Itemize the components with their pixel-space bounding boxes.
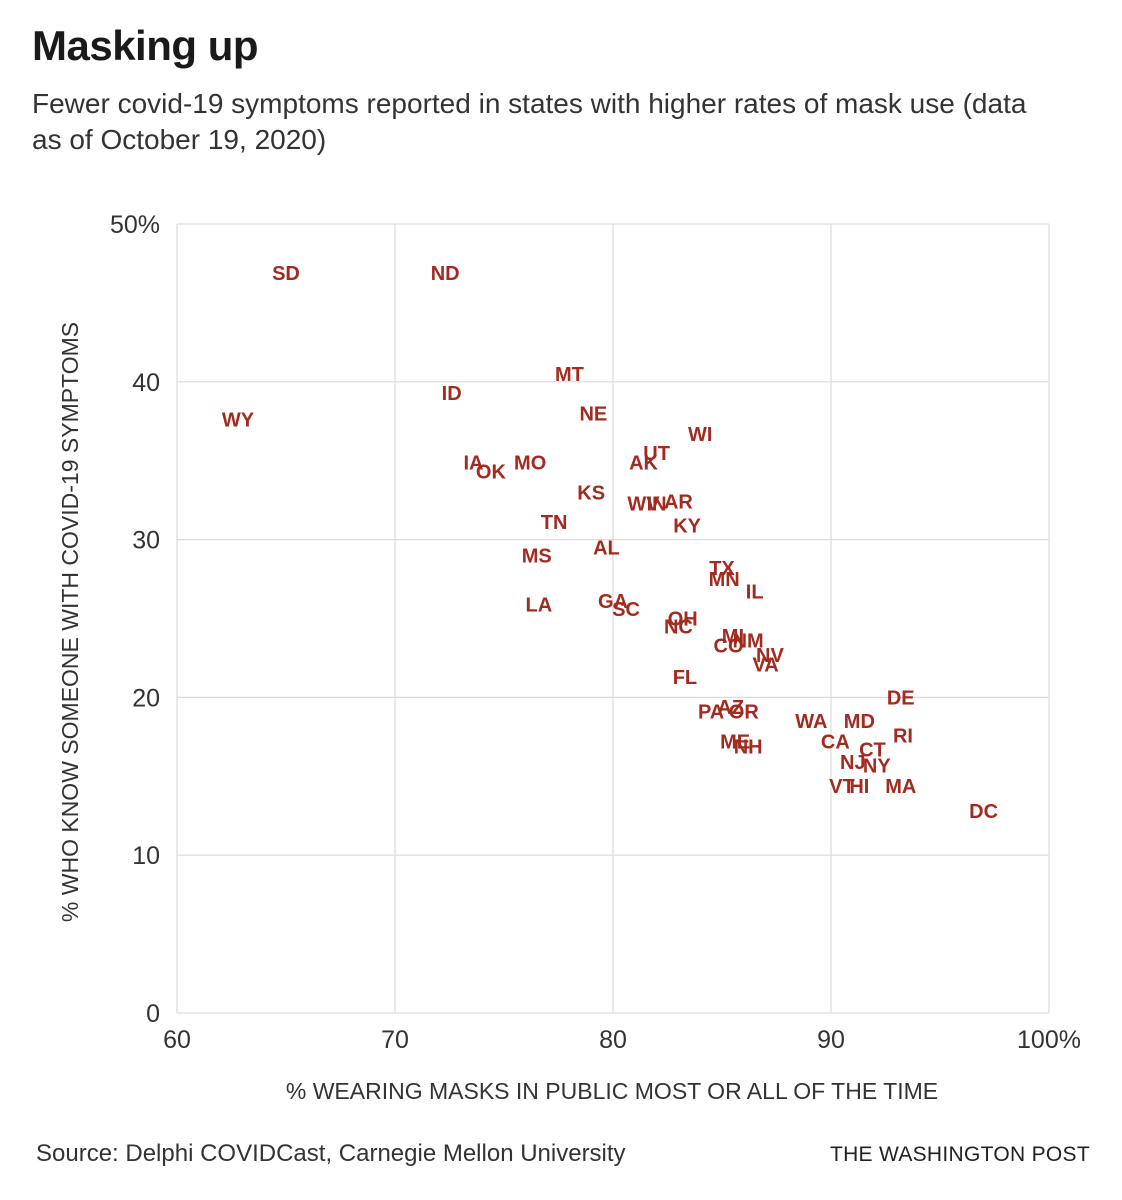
state-point-mt: MT [555,364,584,386]
state-point-in: IN [647,493,667,515]
state-point-ks: KS [577,482,605,504]
state-point-ny: NY [863,755,891,777]
state-point-de: DE [887,687,915,709]
state-point-la: LA [526,594,553,616]
state-point-fl: FL [673,667,697,689]
state-point-nm: NM [733,631,764,653]
state-point-or: OR [729,702,760,724]
state-point-md: MD [844,711,875,733]
state-point-mo: MO [514,452,546,474]
publisher-credit: THE WASHINGTON POST [829,1143,1090,1166]
y-tick-label: 40 [132,369,160,397]
state-point-ca: CA [821,732,850,754]
x-tick-label: 100% [1017,1026,1081,1054]
state-point-ms: MS [522,545,552,567]
state-point-nh: NH [734,736,763,758]
state-point-va: VA [752,654,778,676]
source-note: Source: Delphi COVIDCast, Carnegie Mello… [36,1140,626,1167]
y-tick-label: 20 [132,684,160,712]
y-axis-label: % WHO KNOW SOMEONE WITH COVID-19 SYMPTOM… [57,322,83,922]
y-tick-label: 10 [132,842,160,870]
state-point-al: AL [593,537,620,559]
state-point-wi: WI [688,424,712,446]
state-point-nj: NJ [840,752,866,774]
state-point-vt: VT [829,776,855,798]
grid-layer [176,223,1050,1014]
tick-labels: 60 70 80 90 100% 0 10 20 30 40 50% [110,211,1081,1054]
state-point-ri: RI [893,725,913,747]
x-tick-label: 90 [817,1026,845,1054]
state-point-tx: TX [709,558,735,580]
state-point-nv: NV [756,645,784,667]
state-point-ga: GA [598,591,628,613]
state-point-ut: UT [643,443,670,465]
chart-title: Masking up [32,22,259,69]
state-point-oh: OH [668,609,698,631]
state-point-ma: MA [885,776,916,798]
x-tick-label: 80 [599,1026,627,1054]
state-point-wa: WA [795,711,827,733]
state-point-nc: NC [664,616,693,638]
state-point-mi: MI [722,626,744,648]
state-point-co: CO [714,635,744,657]
y-tick-label: 50% [110,211,160,239]
state-point-nd: ND [431,263,460,285]
state-point-tn: TN [541,512,568,534]
state-point-az: AZ [717,697,744,719]
state-point-ia: IA [463,452,483,474]
state-point-pa: PA [698,702,724,724]
y-tick-label: 30 [132,527,160,555]
y-tick-label: 0 [146,1000,160,1028]
state-point-wv: WV [627,493,660,515]
state-point-id: ID [442,383,462,405]
x-tick-label: 60 [163,1026,191,1054]
x-tick-label: 70 [381,1026,409,1054]
state-point-ky: KY [673,515,701,537]
state-point-mn: MN [709,569,740,591]
state-point-hi: HI [849,776,869,798]
state-point-ak: AK [629,452,658,474]
state-point-il: IL [746,582,764,604]
state-point-sc: SC [612,599,640,621]
state-point-wy: WY [222,410,255,432]
state-point-sd: SD [272,263,300,285]
x-axis-label: % WEARING MASKS IN PUBLIC MOST OR ALL OF… [286,1078,938,1104]
state-point-ne: NE [579,403,607,425]
state-point-dc: DC [969,801,998,823]
state-point-me: ME [720,732,750,754]
state-point-ok: OK [476,462,507,484]
state-point-ct: CT [859,739,886,761]
state-point-ar: AR [664,492,693,514]
scatter-chart: 60 70 80 90 100% 0 10 20 30 40 50% % WEARING MASKS… [57,211,1081,1104]
chart-subtitle: Fewer covid-19 symptoms reported in stat… [32,88,1027,155]
